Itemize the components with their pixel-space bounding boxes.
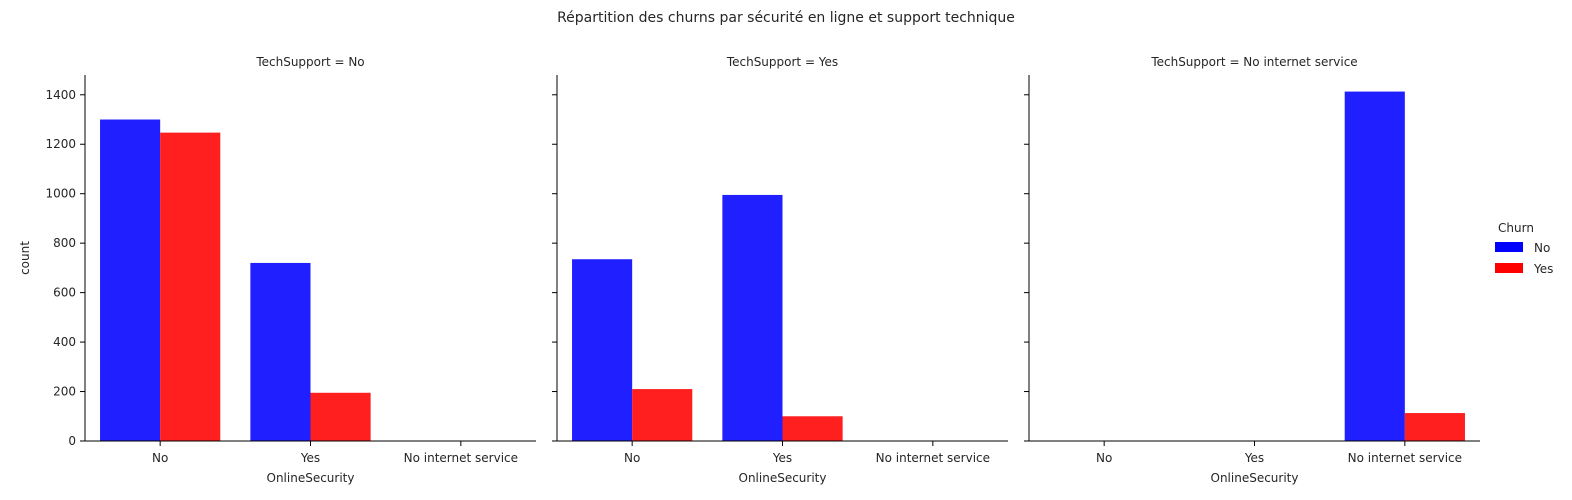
x-tick-label: No internet service xyxy=(876,451,990,465)
y-tick-label: 200 xyxy=(53,385,76,399)
y-axis-label: count xyxy=(18,241,32,275)
panel-title: TechSupport = Yes xyxy=(726,55,838,69)
bar-no-2 xyxy=(722,194,783,441)
x-tick-label: No internet service xyxy=(404,451,518,465)
x-tick-label: No xyxy=(624,451,640,465)
legend-swatch-no xyxy=(1495,242,1523,252)
y-tick-label: 600 xyxy=(53,286,76,300)
y-tick-label: 0 xyxy=(68,434,76,448)
x-axis-label: OnlineSecurity xyxy=(739,471,827,485)
panel-title: TechSupport = No xyxy=(255,55,364,69)
y-tick-label: 800 xyxy=(53,236,76,250)
bar-yes-2 xyxy=(310,392,371,441)
x-tick-label: Yes xyxy=(300,451,320,465)
x-tick-label: No xyxy=(1096,451,1112,465)
facet-panel-2: TechSupport = Yes No Yes No internet servic… xyxy=(552,55,1008,485)
bar-no-1 xyxy=(100,119,161,441)
bar-yes-3 xyxy=(1404,413,1465,441)
bar-yes-2 xyxy=(782,416,843,441)
x-tick-label: Yes xyxy=(772,451,792,465)
facet-panel-1: TechSupport = No 0 200 400 600 800 1000 1200 140… xyxy=(18,55,536,485)
facet-panel-3: TechSupport = No internet service No Yes No… xyxy=(1024,55,1480,485)
bar-no-3 xyxy=(1344,91,1405,442)
bar-yes-1 xyxy=(632,389,693,441)
legend-label-no: No xyxy=(1534,241,1550,255)
legend: Churn No Yes xyxy=(1495,221,1553,276)
legend-label-yes: Yes xyxy=(1533,262,1553,276)
x-tick-label: No internet service xyxy=(1348,451,1462,465)
y-tick-label: 1400 xyxy=(45,88,76,102)
legend-swatch-yes xyxy=(1495,263,1523,273)
chart-suptitle: Répartition des churns par sécurité en l… xyxy=(557,10,1015,26)
x-tick-label: Yes xyxy=(1244,451,1264,465)
legend-title: Churn xyxy=(1498,221,1534,235)
bar-yes-1 xyxy=(160,132,221,441)
x-axis-label: OnlineSecurity xyxy=(1211,471,1299,485)
x-tick-label: No xyxy=(152,451,168,465)
y-tick-label: 400 xyxy=(53,335,76,349)
bar-no-2 xyxy=(250,262,311,441)
y-tick-label: 1200 xyxy=(45,137,76,151)
x-axis-label: OnlineSecurity xyxy=(267,471,355,485)
y-tick-label: 1000 xyxy=(45,187,76,201)
bar-no-1 xyxy=(572,259,633,441)
panel-title: TechSupport = No internet service xyxy=(1150,55,1357,69)
